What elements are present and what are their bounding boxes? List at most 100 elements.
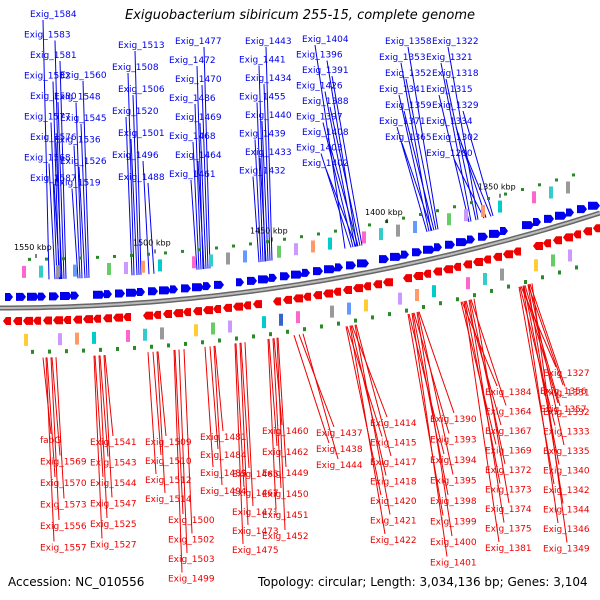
reverse-gene-label: Exig_1547 <box>90 500 137 510</box>
feature-dot <box>303 327 306 332</box>
forward-gene-label: Exig_1486 <box>169 94 216 104</box>
feature-dot <box>286 329 289 334</box>
feature-dot <box>541 275 544 280</box>
forward-gene-arrow <box>445 240 455 249</box>
reverse-callout-line <box>468 299 505 523</box>
reverse-gene-arrow <box>443 265 453 274</box>
reverse-callout-line <box>463 301 500 543</box>
forward-gene-arrow <box>5 292 13 301</box>
forward-gene-arrow <box>203 282 211 291</box>
reverse-gene-arrow <box>533 242 543 251</box>
forward-callout-line <box>329 106 361 246</box>
forward-gene-label: Exig_1365 <box>385 133 432 143</box>
forward-callout-line <box>42 19 50 280</box>
forward-callout-line <box>127 72 135 276</box>
feature-block <box>194 324 198 337</box>
reverse-gene-label: Exig_1494 <box>200 487 247 497</box>
reverse-gene-arrow <box>123 313 131 322</box>
reverse-callout-line <box>104 355 114 437</box>
reverse-gene-label: Exig_1422 <box>370 536 417 546</box>
feature-dot <box>62 257 65 261</box>
forward-gene-label: Exig_1358 <box>385 37 432 47</box>
forward-callout-line <box>398 94 430 232</box>
forward-callout-line <box>50 122 58 280</box>
forward-gene-label: Exig_1371 <box>379 117 426 127</box>
feature-dot <box>150 344 153 349</box>
forward-gene-label: Exig_1577 <box>24 113 71 123</box>
reverse-gene-label: Exig_1543 <box>90 459 137 469</box>
forward-gene-arrow <box>214 280 224 289</box>
reverse-callout-line <box>42 357 52 435</box>
forward-gene-label: Exig_1396 <box>296 51 343 61</box>
reverse-callout-line <box>272 338 282 489</box>
reverse-gene-label: Exig_1451 <box>262 511 309 521</box>
reverse-gene-label: Exig_1450 <box>262 490 309 500</box>
reverse-gene-label: Exig_1400 <box>430 538 477 548</box>
forward-gene-arrow <box>137 288 145 297</box>
forward-gene-arrow <box>38 292 46 301</box>
reverse-gene-label: Exig_1349 <box>543 545 590 555</box>
forward-gene-label: Exig_1470 <box>175 75 222 85</box>
forward-callout-line <box>78 166 86 279</box>
kbp-tick-label: 1500 kbp <box>133 238 171 247</box>
feature-dot <box>405 308 408 313</box>
forward-gene-arrow <box>588 201 600 210</box>
reverse-gene-label: Exig_1460 <box>262 427 309 437</box>
feature-block <box>262 316 266 329</box>
forward-callout-line <box>203 46 211 269</box>
forward-callout-line <box>197 160 205 270</box>
forward-gene-label: Exig_1520 <box>112 107 159 117</box>
forward-gene-arrow <box>324 265 336 274</box>
feature-dot <box>504 192 507 196</box>
reverse-callout-line <box>529 283 566 387</box>
forward-callout-line <box>147 182 155 274</box>
feature-dot <box>249 242 252 246</box>
feature-dot <box>130 253 133 257</box>
feature-dot <box>96 255 99 259</box>
reverse-gene-label: Exig_1414 <box>370 419 417 429</box>
feature-dot <box>354 318 357 323</box>
reverse-gene-label: Exig_1509 <box>145 438 192 448</box>
reverse-callout-line <box>51 357 61 456</box>
feature-block <box>279 313 283 326</box>
reverse-gene-arrow <box>23 316 33 325</box>
reverse-callout-line <box>98 355 108 519</box>
reverse-gene-label: Exig_1346 <box>543 525 590 535</box>
forward-callout-line <box>327 137 359 247</box>
reverse-gene-arrow <box>593 224 600 233</box>
reverse-gene-label: Exig_1340 <box>543 467 590 477</box>
reverse-gene-label: Exig_1467 <box>232 489 279 499</box>
reverse-gene-arrow <box>503 250 513 259</box>
feature-dot <box>147 252 150 256</box>
forward-callout-line <box>132 94 140 275</box>
reverse-callout-line <box>302 333 339 460</box>
reverse-gene-label: Exig_1473 <box>232 527 279 537</box>
feature-block <box>413 220 417 233</box>
reverse-gene-label: Exig_1417 <box>370 458 417 468</box>
reverse-gene-arrow <box>403 274 412 283</box>
forward-gene-label: Exig_1359 <box>385 101 432 111</box>
feature-block <box>432 285 436 298</box>
forward-callout-line <box>130 138 138 276</box>
reverse-callout-line <box>473 298 510 504</box>
forward-gene-label: Exig_1536 <box>54 136 101 146</box>
reverse-gene-label: Exig_1570 <box>40 479 87 489</box>
feature-block <box>192 256 196 269</box>
feature-block <box>396 224 400 237</box>
reverse-gene-arrow <box>93 314 101 323</box>
reverse-callout-line <box>46 357 56 478</box>
forward-gene-label: Exig_1581 <box>30 51 77 61</box>
reverse-gene-label: Exig_1393 <box>430 436 477 446</box>
forward-callout-line <box>453 158 485 219</box>
feature-dot <box>133 345 136 350</box>
forward-gene-label: Exig_1568 <box>24 154 71 164</box>
reverse-gene-label: Exig_1527 <box>90 541 137 551</box>
forward-callout-line <box>199 122 207 269</box>
forward-gene-arrow <box>236 278 244 287</box>
reverse-gene-arrow <box>553 236 562 245</box>
reverse-gene-label: Exig_1502 <box>168 536 215 546</box>
forward-gene-label: Exig_1441 <box>239 56 286 66</box>
forward-gene-arrow <box>291 270 303 279</box>
feature-dot <box>320 324 323 329</box>
reverse-callout-line <box>174 349 184 515</box>
